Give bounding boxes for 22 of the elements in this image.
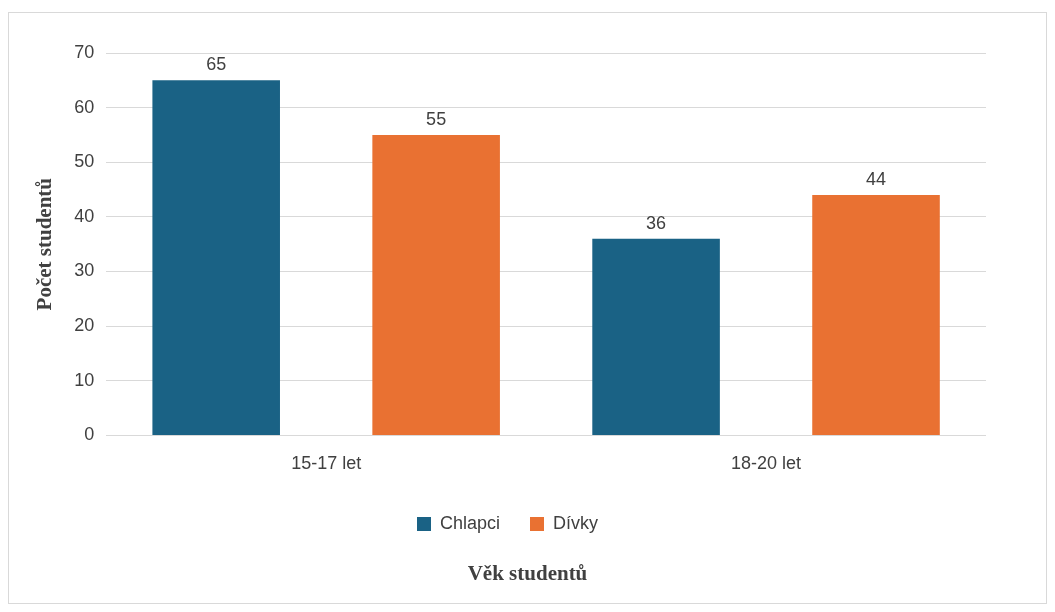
bar <box>152 80 280 435</box>
y-tick-label: 20 <box>74 315 95 336</box>
y-tick-label: 50 <box>74 151 95 172</box>
y-tick-label: 70 <box>74 41 95 62</box>
x-tick-label: 18-20 let <box>731 453 802 474</box>
data-label: 65 <box>206 54 227 75</box>
x-tick-label: 15-17 let <box>291 453 362 474</box>
y-tick-label: 60 <box>74 96 95 117</box>
y-axis-title: Počet studentů <box>32 177 57 311</box>
y-tick-label: 30 <box>74 260 95 281</box>
y-tick-label: 0 <box>84 424 95 445</box>
legend-label: Dívky <box>553 512 599 533</box>
data-label: 44 <box>866 169 887 189</box>
legend-label: Chlapci <box>439 512 501 533</box>
y-tick-label: 10 <box>74 369 95 390</box>
y-tick-label: 40 <box>74 205 95 226</box>
bar <box>812 195 940 435</box>
data-label: 55 <box>426 108 447 129</box>
bar <box>372 134 500 435</box>
x-axis-title: Věk studentů <box>466 561 589 586</box>
bar <box>592 238 720 435</box>
data-label: 36 <box>646 212 667 233</box>
